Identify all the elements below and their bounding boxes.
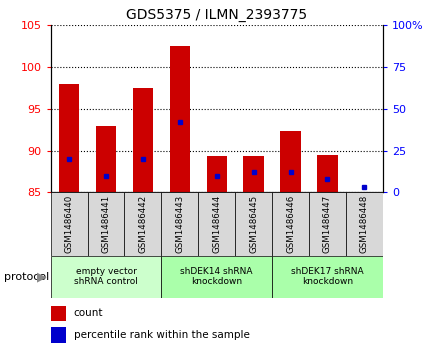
Bar bbox=[133, 88, 153, 192]
Text: shDEK17 shRNA
knockdown: shDEK17 shRNA knockdown bbox=[291, 267, 364, 286]
Bar bbox=[88, 192, 125, 256]
Bar bbox=[280, 131, 301, 192]
Text: GSM1486446: GSM1486446 bbox=[286, 195, 295, 253]
Bar bbox=[96, 126, 116, 192]
Bar bbox=[198, 192, 235, 256]
Text: count: count bbox=[74, 309, 103, 318]
Bar bbox=[243, 156, 264, 192]
Text: percentile rank within the sample: percentile rank within the sample bbox=[74, 330, 250, 340]
Text: GSM1486447: GSM1486447 bbox=[323, 195, 332, 253]
Bar bbox=[161, 256, 272, 298]
Text: GSM1486444: GSM1486444 bbox=[212, 195, 221, 253]
Bar bbox=[170, 46, 190, 192]
Bar bbox=[51, 256, 161, 298]
Bar bbox=[235, 192, 272, 256]
Text: GSM1486448: GSM1486448 bbox=[360, 195, 369, 253]
Bar bbox=[51, 192, 88, 256]
Text: empty vector
shRNA control: empty vector shRNA control bbox=[74, 267, 138, 286]
Bar bbox=[59, 84, 79, 192]
Bar bbox=[346, 192, 383, 256]
Bar bbox=[272, 192, 309, 256]
Text: ▶: ▶ bbox=[37, 270, 46, 283]
Text: GSM1486445: GSM1486445 bbox=[249, 195, 258, 253]
Text: GSM1486441: GSM1486441 bbox=[102, 195, 110, 253]
Bar bbox=[125, 192, 161, 256]
Bar bbox=[51, 327, 66, 343]
Bar bbox=[206, 156, 227, 192]
Bar bbox=[51, 306, 66, 321]
Text: shDEK14 shRNA
knockdown: shDEK14 shRNA knockdown bbox=[180, 267, 253, 286]
Text: GSM1486443: GSM1486443 bbox=[175, 195, 184, 253]
Text: protocol: protocol bbox=[4, 272, 50, 282]
Text: GSM1486442: GSM1486442 bbox=[138, 195, 147, 253]
Bar bbox=[272, 256, 383, 298]
Text: GSM1486440: GSM1486440 bbox=[65, 195, 73, 253]
Bar bbox=[161, 192, 198, 256]
Title: GDS5375 / ILMN_2393775: GDS5375 / ILMN_2393775 bbox=[126, 8, 307, 22]
Bar bbox=[309, 192, 346, 256]
Bar bbox=[317, 155, 337, 192]
